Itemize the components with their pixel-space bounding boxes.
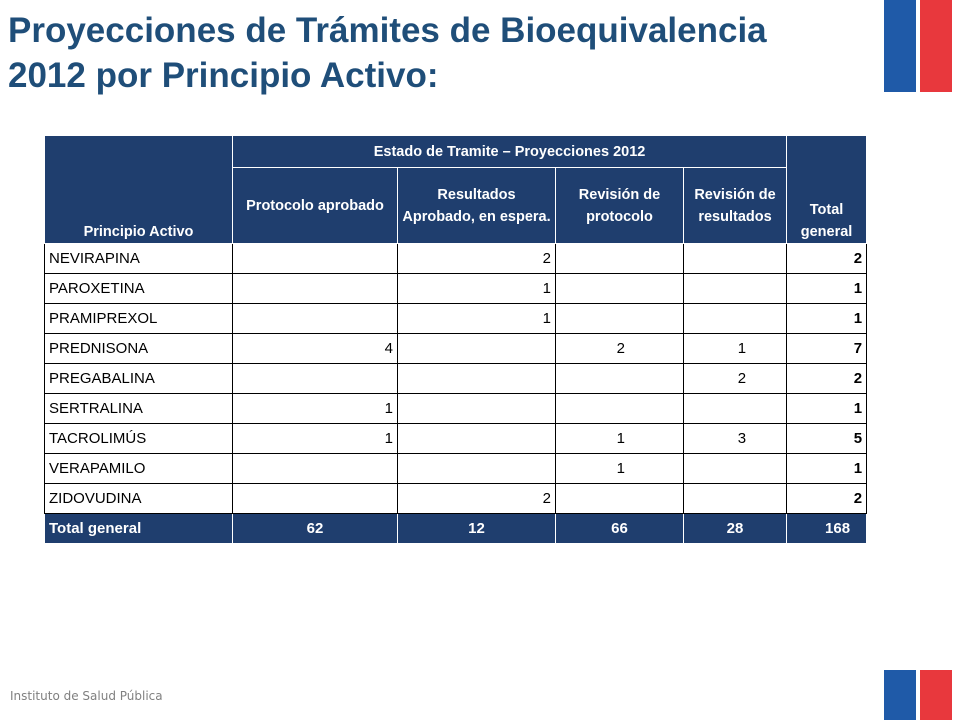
title-line-1: Proyecciones de Trámites de Bioequivalen… [8,11,767,50]
cell-protocolo-aprobado: 4 [232,333,398,364]
cell-protocolo-aprobado [232,363,398,394]
flag-red-stripe [920,670,952,720]
cell-revision-protocolo [555,303,684,334]
cell-revision-resultados: 1 [682,333,788,364]
projections-table: Principio Activo Estado de Tramite – Pro… [44,135,868,544]
cell-protocolo-aprobado [232,273,398,304]
cell-resultados-aprobado [397,393,556,424]
total-row-label: Total general [44,513,233,544]
total-protocolo-aprobado: 62 [232,513,398,544]
header-estado-group: Estado de Tramite – Proyecciones 2012 [231,135,788,168]
row-name: NEVIRAPINA [44,243,233,274]
cell-revision-resultados [682,393,788,424]
cell-revision-protocolo [555,273,684,304]
flag-logo-bottom [884,670,952,720]
table-row: SERTRALINA 1 1 [44,393,868,424]
cell-revision-resultados [682,243,788,274]
table-row: PREDNISONA 4 2 1 7 [44,333,868,364]
cell-protocolo-aprobado [232,483,398,514]
cell-revision-resultados: 3 [682,423,788,454]
table-row: NEVIRAPINA 2 2 [44,243,868,274]
row-name: PAROXETINA [44,273,233,304]
cell-protocolo-aprobado [232,243,398,274]
flag-red-stripe [920,0,952,92]
cell-revision-resultados [682,303,788,334]
cell-revision-protocolo: 1 [555,453,684,484]
header-resultados-aprobado: Resultados Aprobado, en espera. [397,167,556,244]
cell-revision-protocolo [555,363,684,394]
cell-revision-resultados [682,483,788,514]
cell-resultados-aprobado [397,333,556,364]
cell-protocolo-aprobado: 1 [232,423,398,454]
row-name: PREGABALINA [44,363,233,394]
cell-revision-protocolo [555,243,684,274]
cell-resultados-aprobado [397,453,556,484]
cell-resultados-aprobado: 2 [397,483,556,514]
header-revision-resultados: Revisión de resultados [682,167,788,244]
header-protocolo-aprobado: Protocolo aprobado [232,167,398,244]
cell-protocolo-aprobado: 1 [232,393,398,424]
row-name: SERTRALINA [44,393,233,424]
row-name: VERAPAMILO [44,453,233,484]
cell-total: 1 [786,453,868,484]
row-name: TACROLIMÚS [44,423,233,454]
cell-resultados-aprobado: 1 [397,303,556,334]
cell-total: 2 [786,483,868,514]
cell-protocolo-aprobado [232,303,398,334]
cell-total: 1 [786,393,868,424]
footer-institution: Instituto de Salud Pública [10,689,163,703]
title-line-2: 2012 por Principio Activo: [8,56,439,95]
cell-total: 2 [786,363,868,394]
total-revision-protocolo: 66 [555,513,684,544]
cell-total: 5 [786,423,868,454]
cell-resultados-aprobado: 1 [397,273,556,304]
cell-protocolo-aprobado [232,453,398,484]
table-row: ZIDOVUDINA 2 2 [44,483,868,514]
row-name: PRAMIPREXOL [44,303,233,334]
cell-total: 2 [786,243,868,274]
row-name: ZIDOVUDINA [44,483,233,514]
total-revision-resultados: 28 [682,513,788,544]
cell-resultados-aprobado [397,423,556,454]
cell-total: 1 [786,273,868,304]
total-resultados-aprobado: 12 [397,513,556,544]
cell-resultados-aprobado: 2 [397,243,556,274]
header-total-general: Total general [786,135,868,244]
row-name: PREDNISONA [44,333,233,364]
cell-revision-protocolo: 1 [555,423,684,454]
cell-revision-protocolo [555,483,684,514]
table-row: PREGABALINA 2 2 [44,363,868,394]
table-row: PRAMIPREXOL 1 1 [44,303,868,334]
flag-blue-stripe [884,0,916,92]
cell-resultados-aprobado [397,363,556,394]
table-row: PAROXETINA 1 1 [44,273,868,304]
cell-revision-protocolo [555,393,684,424]
cell-revision-protocolo: 2 [555,333,684,364]
cell-total: 1 [786,303,868,334]
total-grand-total: 168 [786,513,868,544]
page-title: Proyecciones de Trámites de Bioequivalen… [8,8,868,98]
cell-revision-resultados [682,273,788,304]
cell-revision-resultados [682,453,788,484]
header-revision-protocolo: Revisión de protocolo [555,167,684,244]
table-row: TACROLIMÚS 1 1 3 5 [44,423,868,454]
table-row: VERAPAMILO 1 1 [44,453,868,484]
cell-total: 7 [786,333,868,364]
cell-revision-resultados: 2 [682,363,788,394]
flag-logo-top [884,0,952,92]
header-principio-activo: Principio Activo [44,135,233,244]
flag-blue-stripe [884,670,916,720]
total-row: Total general 62 12 66 28 168 [44,513,868,544]
